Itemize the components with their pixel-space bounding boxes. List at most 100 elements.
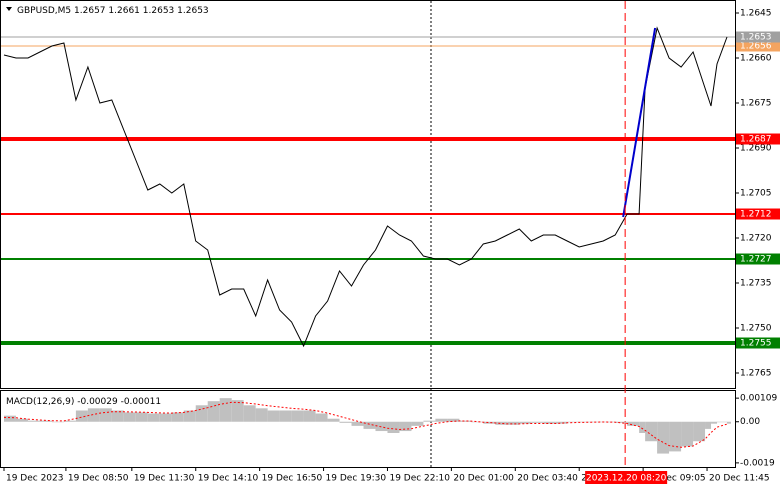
y-tick-label: 1.2735 [740, 279, 772, 289]
level-label: 1.2656 [740, 42, 772, 52]
x-tick-label: 19 Dec 19:30 [326, 474, 387, 484]
macd-bar [51, 421, 64, 423]
x-tick-label: 19 Dec 08:50 [68, 474, 129, 484]
macd-bar [279, 410, 292, 422]
y-tick-label: 1.2675 [740, 99, 772, 109]
y-tick-label: -0.0019 [740, 458, 775, 468]
macd-bar [567, 421, 580, 423]
trend-line [622, 27, 657, 218]
y-tick-label: 1.2690 [740, 144, 772, 154]
macd-bar [3, 415, 16, 422]
level-label-box [736, 133, 780, 145]
macd-bar [531, 421, 544, 423]
macd-bar [99, 408, 112, 422]
macd-bar [87, 408, 100, 422]
macd-bar [615, 421, 628, 423]
level-label: 1.2727 [740, 255, 772, 265]
macd-bar [183, 410, 196, 422]
level-label-box [736, 40, 780, 52]
macd-bar [375, 421, 388, 432]
macd-bar [447, 418, 460, 422]
macd-value: -0.00029 [77, 397, 118, 407]
y-tick-label: 0.00 [740, 417, 760, 427]
macd-pane-frame [0, 390, 736, 468]
macd-bar [195, 405, 208, 422]
macd-bar [39, 420, 52, 422]
macd-bar [639, 421, 646, 434]
macd-bar [159, 413, 172, 422]
signal-value: -0.00011 [121, 397, 161, 407]
macd-bar [291, 410, 304, 422]
cursor-label: 2023.12.20 08:20 [586, 474, 667, 484]
macd-bar [135, 412, 148, 422]
x-tick-label: 20 Dec 03:40 [517, 474, 578, 484]
macd-bar [231, 400, 244, 422]
macd-bar [327, 418, 340, 422]
level-label-box [736, 31, 780, 43]
level-label: 1.2755 [740, 339, 772, 349]
cursor-label-box [585, 471, 668, 484]
macd-bar [657, 421, 670, 454]
macd-bar [123, 412, 136, 422]
macd-bar [693, 421, 706, 442]
level-label: 1.2653 [740, 33, 772, 43]
menu-triangle [6, 7, 12, 11]
y-tick-label: 0.00109 [740, 394, 777, 404]
close: 1.2653 [177, 6, 209, 16]
macd-bar [483, 421, 496, 424]
macd-bar [627, 421, 640, 426]
y-tick-label: 1.2750 [740, 324, 772, 334]
macd-bar [303, 410, 316, 422]
low: 1.2653 [143, 6, 175, 16]
macd-bar [717, 421, 728, 423]
macd-bar [351, 421, 364, 426]
macd-header: MACD(12,26,9) -0.00029 -0.00011 [6, 397, 161, 407]
level-label-box [736, 253, 780, 265]
x-tick-label: 19 Dec 2023 [6, 474, 64, 484]
signal-line [3, 401, 728, 448]
macd-bar [15, 418, 28, 422]
y-tick-label: 1.2765 [740, 369, 772, 379]
macd-title: MACD(12,26,9) [6, 397, 74, 407]
level-label: 1.2687 [740, 135, 772, 145]
macd-bar [681, 421, 694, 447]
y-tick-label: 1.2660 [740, 54, 772, 64]
macd-bar [669, 421, 682, 452]
macd-bar [399, 421, 412, 432]
x-tick-label: 20 Dec 01:00 [453, 474, 514, 484]
macd-bar [459, 420, 472, 422]
macd-bar [315, 413, 328, 422]
macd-bar [645, 421, 658, 442]
macd-bar [267, 410, 280, 422]
macd-bar [171, 412, 184, 422]
x-tick-label: 19 Dec 16:50 [262, 474, 323, 484]
macd-bar [555, 421, 568, 424]
level-label: 1.2712 [740, 210, 772, 220]
y-tick-label: 1.2705 [740, 189, 772, 199]
macd-bar [111, 410, 124, 422]
chart-header: GBPUSD,M5 1.2657 1.2661 1.2653 1.2653 [17, 6, 209, 16]
macd-bar [147, 413, 160, 422]
main-pane-frame [0, 0, 736, 389]
macd-bar [255, 408, 268, 422]
y-tick-label: 1.2720 [740, 234, 772, 244]
y-tick-label: 1.2645 [740, 9, 772, 19]
level-label-box [736, 208, 780, 220]
macd-bar [75, 410, 88, 422]
macd-bar [471, 421, 484, 423]
x-tick-label: 19 Dec 22:10 [389, 474, 450, 484]
macd-bar [27, 420, 40, 422]
macd-bar [243, 405, 256, 422]
macd-bar [543, 421, 556, 424]
macd-bar [579, 421, 592, 423]
x-tick-label: 20 Dec 09:05 [645, 474, 706, 484]
macd-bar [339, 421, 352, 423]
macd-bar [711, 421, 718, 424]
high: 1.2661 [108, 6, 140, 16]
macd-bar [63, 420, 76, 422]
macd-bar [591, 421, 604, 423]
macd-bar [423, 420, 436, 422]
x-tick-label: 20 Dec 11:45 [709, 474, 770, 484]
